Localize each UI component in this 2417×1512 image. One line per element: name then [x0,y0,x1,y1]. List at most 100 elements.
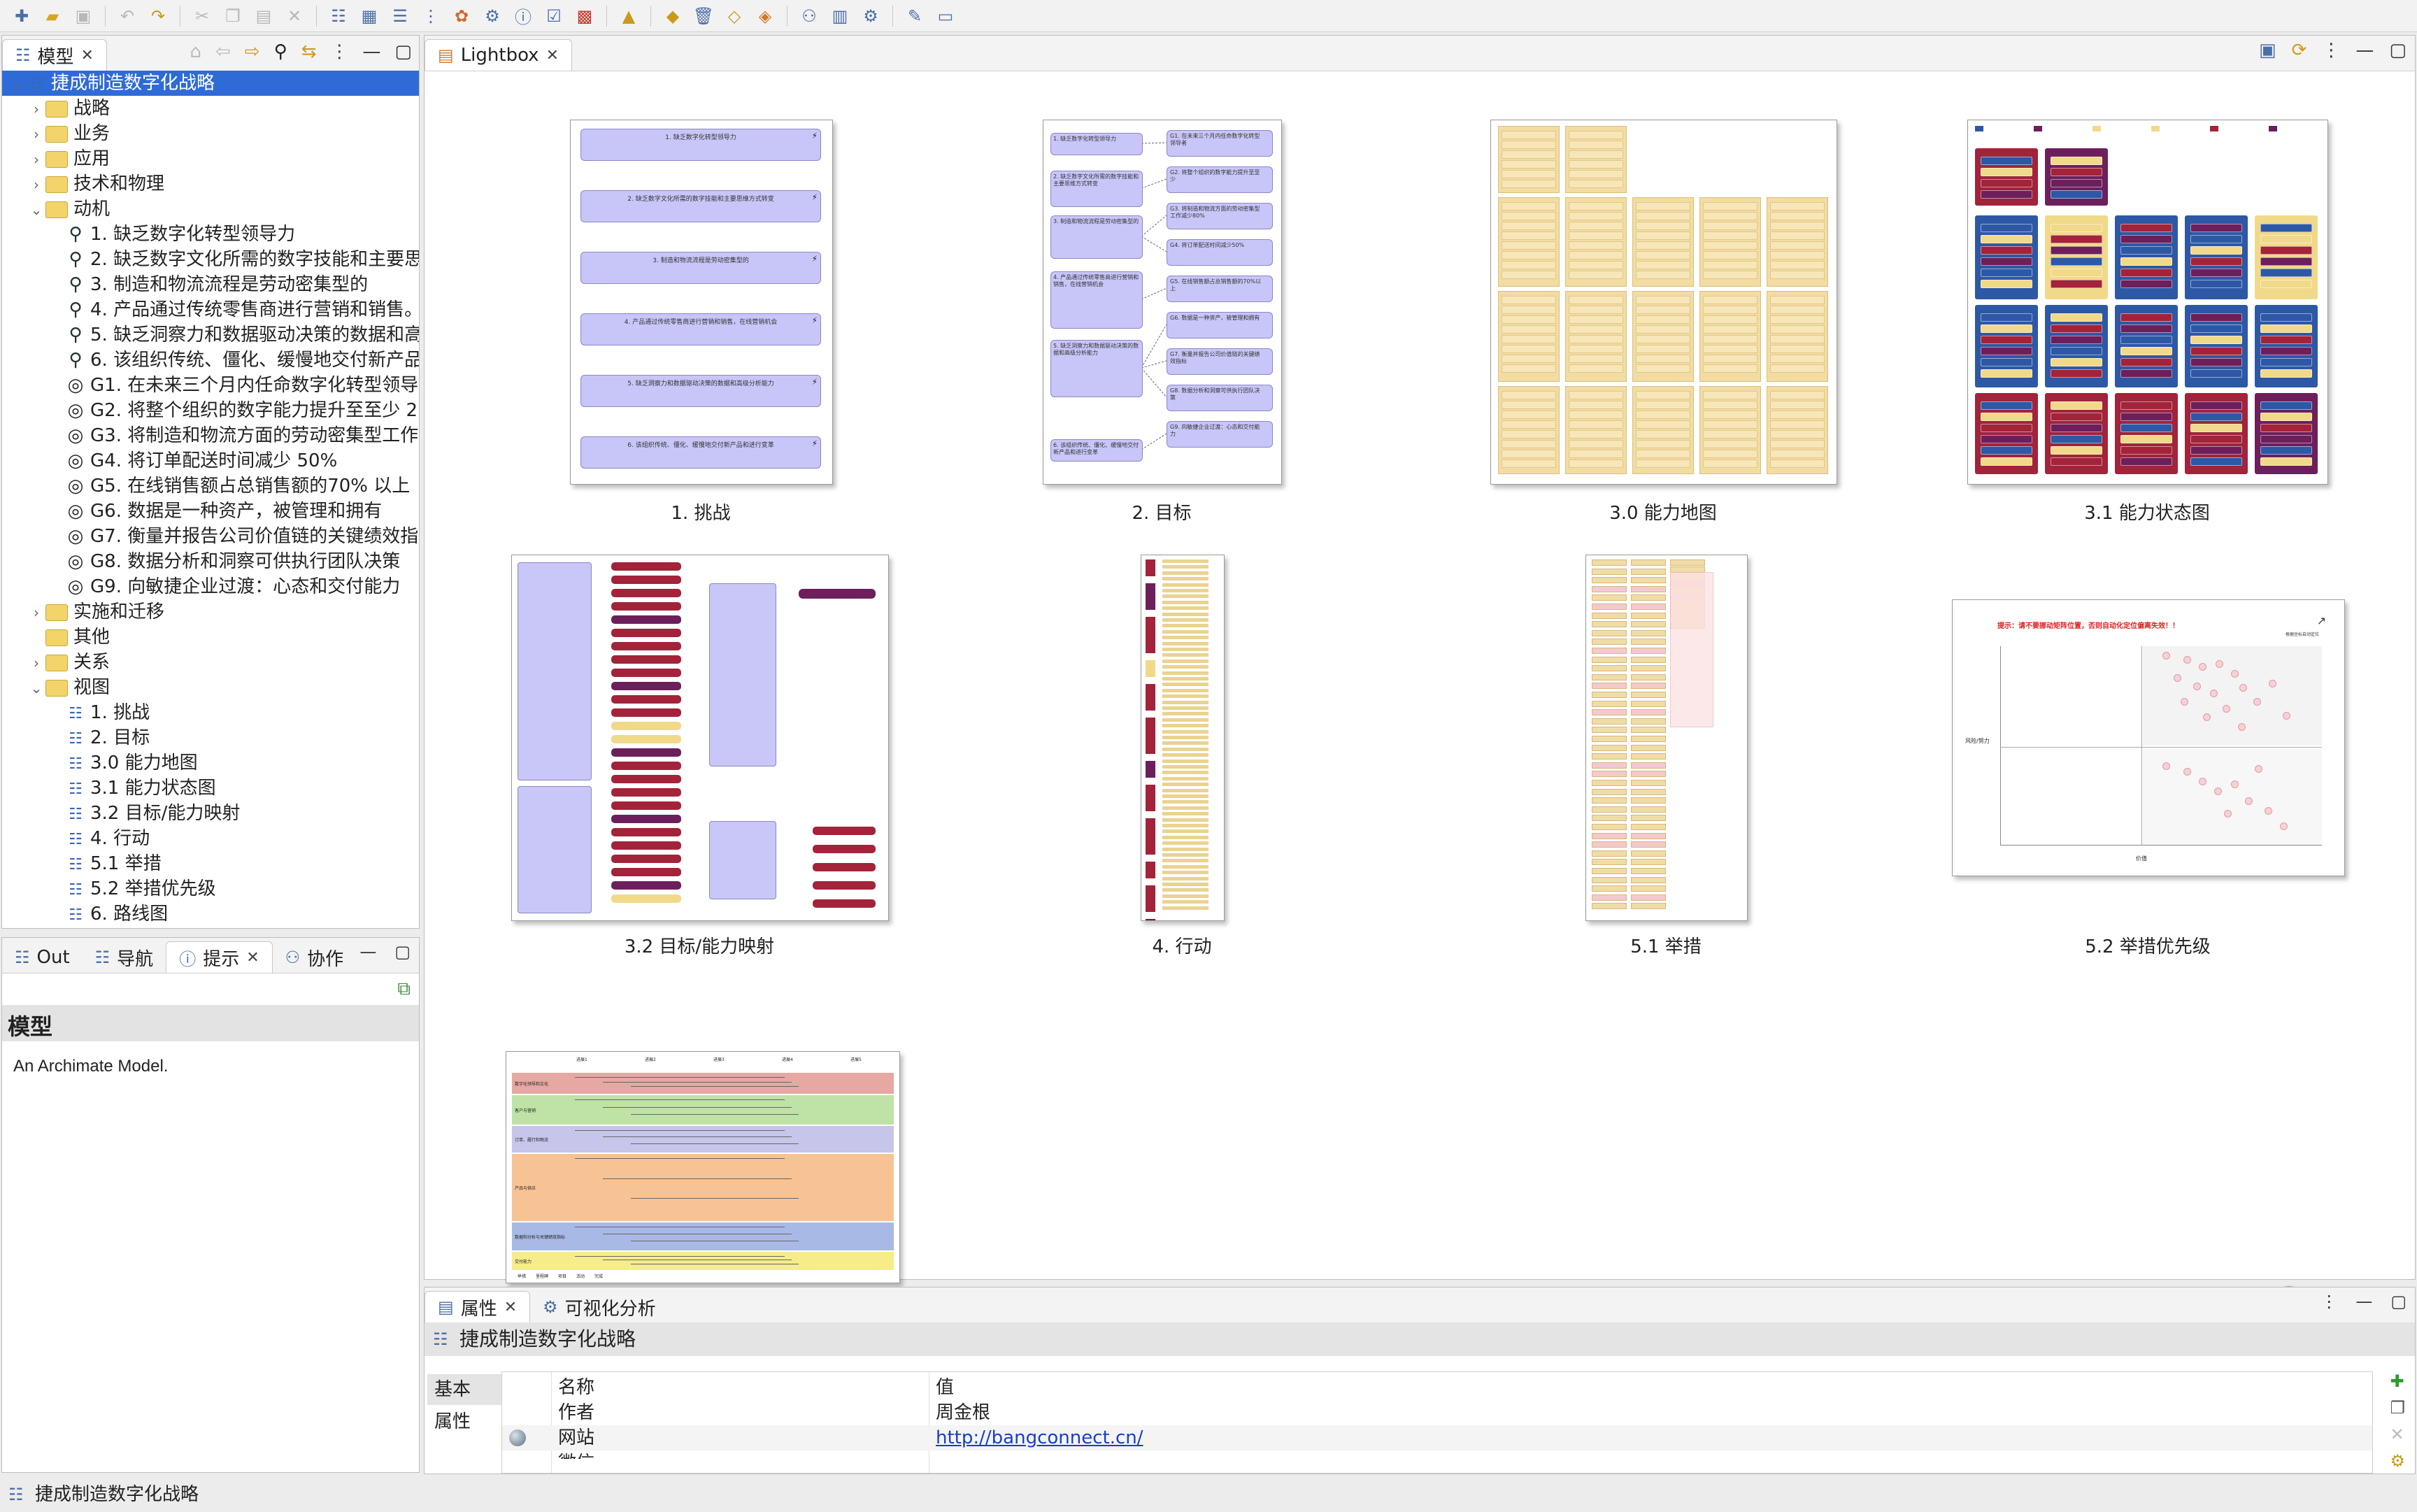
tree-item-goal[interactable]: ◎ G6. 数据是一种资产，被管理和拥有 [2,499,419,524]
tree-item-folder[interactable]: › 关系 [2,650,419,675]
minimize-icon[interactable]: — [2355,40,2374,61]
copy-icon[interactable]: ❐ [225,6,241,26]
tree-item-goal[interactable]: ◎ G3. 将制造和物流方面的劳动密集型工作 [2,423,419,448]
tree-item-view[interactable]: ☷ 3.0 能力地图 [2,750,419,776]
tree-item-goal[interactable]: ◎ G2. 将整个组织的数字能力提升至至少 2 [2,398,419,423]
thumbnail-roadmap[interactable]: 进展1 进展2 进展3 进展4 进展5 数字化领导和文化 客户与营销 订单、履行和物流 产品与供… [506,1051,900,1283]
maximize-icon[interactable]: ▢ [394,942,411,962]
thumbnail-capability-status[interactable] [1967,120,2328,485]
open-folder-icon[interactable]: ▰ [45,6,59,26]
minimize-icon[interactable]: — [362,41,381,62]
tree-item-view[interactable]: ☷ 5.2 举措优先级 [2,876,419,901]
pin-icon[interactable]: ⧉ [397,978,411,999]
tree-item-driver[interactable]: ⚲ 2. 缺乏数字文化所需的数字技能和主要思 [2,247,419,272]
chevron-right-icon[interactable]: › [34,176,39,193]
tree-item-folder[interactable]: 其他 [2,625,419,650]
close-icon[interactable]: ✕ [504,1298,518,1316]
navigator-icon[interactable]: ⋮ [422,6,439,26]
import-icon[interactable]: ◆ [666,6,680,26]
tree-item-folder-motivation[interactable]: ⌄ 动机 [2,197,419,222]
chevron-right-icon[interactable]: › [34,101,39,117]
maximize-icon[interactable]: ▢ [2389,40,2407,61]
thumbnail-challenges[interactable]: 1. 缺乏数字化转型领导力 ⚡ 2. 缺乏数字文化所需的数字技能和主要思维方式转变 ⚡… [570,120,833,485]
share-icon[interactable]: ◈ [758,6,772,26]
maximize-icon[interactable]: ▢ [2390,1292,2407,1311]
new-icon[interactable]: ✚ [14,6,29,26]
view-mode-icon[interactable]: ▣ [2259,40,2276,61]
sync-icon[interactable]: ⚙ [863,6,878,26]
chevron-down-icon[interactable]: ⌄ [30,680,43,697]
tree-item-driver[interactable]: ⚲ 1. 缺乏数字化转型领导力 [2,222,419,247]
script-icon[interactable]: ✎ [907,6,922,26]
table-row[interactable]: 网站 http://bangconnect.cn/ [502,1425,2372,1450]
close-icon[interactable]: ✕ [246,948,259,967]
tab-hints[interactable]: ⓘ 提示 ✕ [166,941,273,973]
tree-item-goal[interactable]: ◎ G1. 在未来三个月内任命数字化转型领导 [2,373,419,398]
delete-icon[interactable]: ✕ [287,6,302,26]
monitor-icon[interactable]: ▭ [937,6,954,26]
tree-item-goal[interactable]: ◎ G9. 向敏捷企业过渡：心态和交付能力 [2,574,419,599]
maximize-icon[interactable]: ▢ [394,41,412,62]
search-icon[interactable]: ⚲ [273,41,287,62]
tab-properties[interactable]: ▤ 属性 ✕ [425,1291,531,1322]
undo-icon[interactable]: ↶ [120,6,135,26]
collab-icon[interactable]: ⚇ [801,6,817,26]
tree-item-goal[interactable]: ◎ G4. 将订单配送时间减少 50% [2,448,419,473]
tree-item-folder-views[interactable]: ⌄ 视图 [2,675,419,700]
export-icon[interactable]: ◇ [727,6,741,26]
side-tab-basic[interactable]: 基本 [427,1374,504,1405]
tab-outline[interactable]: ☷ Out [2,942,83,973]
tree-item-driver[interactable]: ⚲ 4. 产品通过传统零售商进行营销和销售。 [2,297,419,322]
palette-icon[interactable]: ✿ [454,6,469,26]
add-icon[interactable]: ▲ [622,6,636,26]
table-row[interactable]: 作者 周金根 [502,1400,2372,1425]
thumbnail-actions[interactable] [1141,555,1225,921]
tree-item-goal[interactable]: ◎ G8. 数据分析和洞察可供执行团队决策 [2,549,419,574]
forward-icon[interactable]: ⇨ [244,41,260,62]
tree-item-folder[interactable]: › 技术和物理 [2,171,419,197]
column-header-name[interactable]: 名称 [558,1377,595,1398]
grid-icon[interactable]: ▩ [576,6,593,26]
minimize-icon[interactable]: — [2355,1292,2373,1311]
side-tab-properties[interactable]: 属性 [427,1406,504,1437]
tab-lightbox[interactable]: ▤ Lightbox ✕ [425,39,573,71]
chevron-down-icon[interactable]: ⌄ [30,201,43,218]
add-property-icon[interactable]: ✚ [2390,1371,2404,1391]
close-icon[interactable]: ✕ [80,46,94,64]
property-value-link[interactable]: http://bangconnect.cn/ [936,1427,1143,1448]
chevron-down-icon[interactable]: ⌄ [10,76,23,92]
tree-item-view[interactable]: ☷ 6. 路线图 [2,901,419,927]
more-icon[interactable]: ⋮ [2322,40,2341,61]
duplicate-icon[interactable]: ❐ [2390,1398,2405,1418]
more-icon[interactable]: ⋮ [330,41,349,62]
tree-item-view[interactable]: ☷ 2. 目标 [2,725,419,750]
more-icon[interactable]: ⋮ [2320,1292,2338,1311]
thumbnail-goals[interactable]: 1. 缺乏数字化转型领导力 2. 缺乏数字文化所需的数字技能和主要思维方式转变 3.… [1043,120,1282,485]
chevron-right-icon[interactable]: › [34,655,39,671]
tab-visual-analysis[interactable]: ⚙ 可视化分析 [530,1292,669,1322]
table-icon[interactable]: ▦ [361,6,378,26]
outline-icon[interactable]: ☰ [392,6,408,26]
chevron-right-icon[interactable]: › [34,151,39,168]
thumbnail-initiatives[interactable] [1585,555,1748,921]
paste-icon[interactable]: ▤ [255,6,272,26]
trash-icon[interactable]: 🗑 [692,6,715,26]
redo-icon[interactable]: ↷ [150,6,166,26]
close-icon[interactable]: ✕ [546,46,559,64]
thumbnail-initiative-priority[interactable]: 提示：请不要挪动矩阵位置，否则自动化定位偏离失效！！ 根据坐标自动定位 ↗ 风险/努力… [1952,599,2345,876]
gear-icon[interactable]: ⚙ [485,6,500,26]
tree-item-folder[interactable]: › 战略 [2,96,419,121]
validator-icon[interactable]: ☑ [546,6,562,26]
chevron-right-icon[interactable]: › [34,604,39,621]
tree-item-driver[interactable]: ⚲ 6. 该组织传统、僵化、缓慢地交付新产品 [2,348,419,373]
tree-item-root[interactable]: ⌄ ☷ 捷成制造数字化战略 [2,71,419,96]
link-icon[interactable]: ⇆ [301,41,317,62]
tree-item-folder[interactable]: › 业务 [2,121,419,146]
tree-item-goal[interactable]: ◎ G5. 在线销售额占总销售额的70% 以上 [2,473,419,499]
thumbnail-goal-capability-mapping[interactable] [511,555,889,921]
save-icon[interactable]: ▣ [75,6,92,26]
column-header-value[interactable]: 值 [936,1377,955,1398]
report-icon[interactable]: ▥ [832,6,848,26]
minimize-icon[interactable]: — [359,942,377,962]
tab-navigator[interactable]: ☷ 导航 [83,942,166,973]
